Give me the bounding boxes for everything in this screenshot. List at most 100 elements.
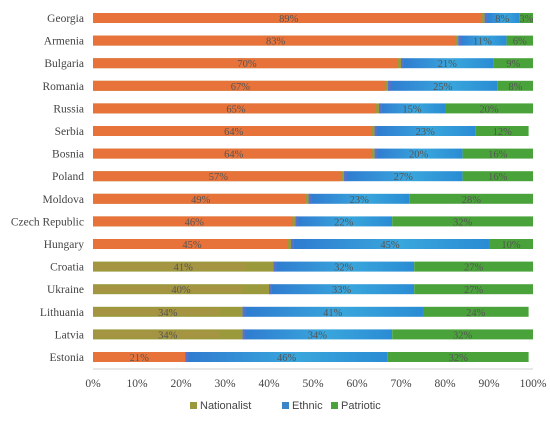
data-label-ethnic-latvia: 34% bbox=[308, 330, 328, 341]
x-tick-label: 90% bbox=[478, 378, 500, 390]
data-label-ethnic-poland: 27% bbox=[394, 172, 414, 183]
bar-overlay-russia bbox=[93, 103, 376, 114]
category-label-ukraine: Ukraine bbox=[47, 284, 84, 296]
data-label-nationalist-latvia: 34% bbox=[158, 330, 178, 341]
data-label-nationalist-georgia: 89% bbox=[279, 14, 299, 25]
bar-ethnic-accent-bulgaria bbox=[401, 58, 404, 69]
bar-ethnic-ukraine bbox=[269, 284, 415, 295]
x-tick-label: 20% bbox=[170, 378, 192, 390]
data-label-nationalist-estonia: 21% bbox=[130, 353, 150, 364]
bar-ethnic-accent-armenia bbox=[458, 35, 462, 46]
x-tick-label: 50% bbox=[302, 378, 324, 390]
category-label-poland: Poland bbox=[52, 171, 84, 183]
x-axis: 0% 10% 20% 30% 40% 50% 60% 70% 80% 90% 100% bbox=[85, 368, 547, 390]
bar-nationalist-latvia bbox=[93, 329, 243, 340]
category-label-moldova: Moldova bbox=[42, 194, 84, 206]
bar-ethnic-accent-romania bbox=[387, 80, 391, 91]
category-label-serbia: Serbia bbox=[55, 126, 84, 138]
data-label-ethnic-czech-republic: 22% bbox=[334, 217, 354, 228]
x-tick-label: 60% bbox=[346, 378, 368, 390]
category-label-bulgaria: Bulgaria bbox=[44, 58, 84, 70]
bar-ethnic-serbia bbox=[374, 126, 476, 136]
category-label-russia: Russia bbox=[53, 103, 84, 115]
bar-nationalist-croatia bbox=[93, 261, 274, 272]
data-label-patriotic-bosnia: 16% bbox=[488, 150, 508, 161]
data-label-patriotic-estonia: 32% bbox=[449, 353, 469, 364]
bar-patriotic-croatia bbox=[414, 261, 533, 272]
bar-overlay-latvia bbox=[93, 330, 221, 338]
bar-patriotic-serbia bbox=[475, 126, 529, 136]
data-label-patriotic-moldova: 28% bbox=[462, 195, 482, 206]
data-label-nationalist-bosnia: 64% bbox=[224, 150, 244, 161]
bar-ethnic-romania bbox=[387, 80, 498, 91]
data-label-patriotic-armenia: 6% bbox=[513, 37, 527, 48]
data-label-nationalist-armenia: 83% bbox=[266, 37, 286, 48]
bar-ethnic-estonia bbox=[185, 352, 388, 362]
category-label-latvia: Latvia bbox=[55, 329, 84, 341]
bars-group: 89% 8% 3% 83% 11% 6% 70% 21% 9% 67% 25% 8% 65% 15% 20%… bbox=[93, 13, 534, 364]
bar-ethnic-accent-latvia bbox=[242, 329, 246, 340]
data-label-nationalist-serbia: 64% bbox=[224, 127, 244, 138]
data-label-nationalist-croatia: 41% bbox=[174, 263, 194, 274]
bar-patriotic-romania bbox=[497, 80, 533, 91]
data-label-nationalist-russia: 65% bbox=[226, 104, 246, 115]
category-label-czech-republic: Czech Republic bbox=[11, 216, 84, 228]
bar-overlay-armenia bbox=[93, 35, 456, 46]
data-label-ethnic-moldova: 23% bbox=[350, 195, 370, 206]
data-label-patriotic-croatia: 27% bbox=[464, 263, 484, 274]
data-label-ethnic-romania: 25% bbox=[433, 82, 453, 93]
data-label-nationalist-ukraine: 40% bbox=[171, 285, 191, 296]
data-label-patriotic-ukraine: 27% bbox=[464, 285, 484, 296]
data-label-patriotic-latvia: 32% bbox=[453, 330, 473, 341]
bar-patriotic-georgia bbox=[519, 13, 533, 23]
bar-patriotic-czech-republic bbox=[392, 216, 533, 227]
bar-overlay-bosnia bbox=[93, 148, 372, 159]
data-label-ethnic-lithuania: 41% bbox=[323, 308, 343, 319]
data-label-nationalist-poland: 57% bbox=[209, 172, 229, 183]
data-label-patriotic-czech-republic: 32% bbox=[453, 217, 473, 228]
bar-ethnic-russia bbox=[379, 103, 445, 114]
data-label-nationalist-romania: 67% bbox=[231, 82, 251, 93]
bar-patriotic-bosnia bbox=[462, 148, 533, 159]
legend-swatch-patriotic bbox=[331, 402, 338, 409]
bar-ethnic-accent-moldova bbox=[308, 193, 312, 204]
bar-ethnic-accent-czech-republic bbox=[295, 216, 299, 227]
bar-ethnic-poland bbox=[343, 171, 463, 182]
bar-ethnic-armenia bbox=[458, 35, 507, 46]
bar-ethnic-accent-russia bbox=[379, 103, 382, 114]
x-tick-label: 0% bbox=[85, 378, 101, 390]
bar-patriotic-armenia bbox=[506, 35, 533, 46]
data-label-ethnic-estonia: 46% bbox=[277, 353, 297, 364]
bar-patriotic-moldova bbox=[409, 193, 533, 204]
legend-label-patriotic: Patriotic bbox=[341, 400, 381, 412]
bar-overlay-croatia bbox=[93, 263, 247, 271]
bar-overlay-lithuania bbox=[93, 308, 221, 316]
bar-overlay-hungary bbox=[93, 239, 288, 249]
data-label-ethnic-georgia: 8% bbox=[495, 14, 509, 25]
data-label-patriotic-serbia: 12% bbox=[493, 127, 513, 138]
data-label-nationalist-lithuania: 34% bbox=[158, 308, 178, 319]
bar-ethnic-latvia bbox=[242, 329, 393, 340]
category-label-bosnia: Bosnia bbox=[52, 149, 84, 161]
bar-overlay-moldova bbox=[93, 193, 306, 204]
bar-patriotic-hungary bbox=[489, 239, 533, 249]
bar-ethnic-bulgaria bbox=[401, 58, 494, 69]
data-label-patriotic-bulgaria: 9% bbox=[506, 59, 520, 70]
bar-ethnic-accent-bosnia bbox=[374, 148, 378, 159]
data-label-nationalist-moldova: 49% bbox=[191, 195, 211, 206]
bar-ethnic-accent-poland bbox=[343, 171, 347, 182]
category-label-croatia: Croatia bbox=[50, 262, 84, 274]
data-label-ethnic-bulgaria: 21% bbox=[438, 59, 458, 70]
data-label-ethnic-russia: 15% bbox=[402, 104, 422, 115]
bar-ethnic-accent-estonia bbox=[185, 352, 189, 362]
data-label-ethnic-serbia: 23% bbox=[416, 127, 436, 138]
category-labels: Georgia Armenia Bulgaria Romania Russia Serbi… bbox=[11, 13, 84, 364]
data-label-patriotic-poland: 16% bbox=[488, 172, 508, 183]
data-label-nationalist-bulgaria: 70% bbox=[237, 59, 257, 70]
legend-label-nationalist: Nationalist bbox=[200, 400, 251, 412]
bar-patriotic-latvia bbox=[392, 329, 533, 340]
category-label-estonia: Estonia bbox=[50, 352, 85, 364]
bar-ethnic-moldova bbox=[308, 193, 410, 204]
bar-ethnic-hungary bbox=[291, 239, 489, 249]
